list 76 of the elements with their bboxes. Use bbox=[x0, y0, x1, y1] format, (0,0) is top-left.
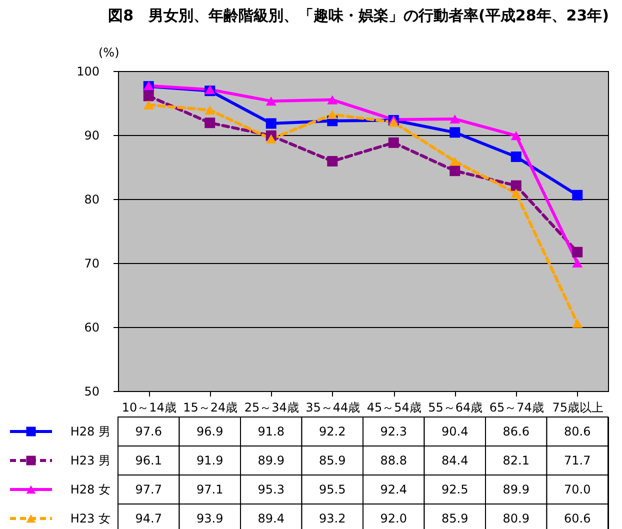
point bbox=[266, 134, 276, 144]
data-label: 93.9 bbox=[196, 512, 224, 526]
data-label: 95.5 bbox=[319, 482, 346, 496]
point bbox=[143, 90, 154, 102]
y-tick-label: 90 bbox=[84, 128, 100, 142]
point bbox=[510, 131, 522, 140]
data-label: 91.9 bbox=[196, 454, 224, 468]
point bbox=[388, 137, 399, 148]
data-label: 91.8 bbox=[258, 424, 284, 438]
y-axis-title: (%) bbox=[98, 46, 120, 60]
point bbox=[572, 318, 583, 328]
data-label: 84.4 bbox=[442, 454, 468, 468]
x-tick-label: 10～14歳 bbox=[122, 400, 176, 414]
x-tick-label: 45～54歳 bbox=[366, 400, 422, 414]
x-tick-label: 35～44歳 bbox=[306, 400, 360, 414]
data-label: 88.8 bbox=[380, 454, 407, 468]
point bbox=[450, 156, 460, 166]
point bbox=[510, 188, 522, 198]
data-label: 82.1 bbox=[502, 454, 530, 468]
data-label: 85.9 bbox=[442, 512, 468, 526]
point bbox=[572, 246, 583, 258]
data-label: 97.6 bbox=[135, 424, 162, 438]
data-label: 70.0 bbox=[564, 482, 591, 496]
y-tick-label: 70 bbox=[84, 256, 100, 270]
data-label: 71.7 bbox=[564, 454, 591, 468]
data-label: 92.5 bbox=[442, 482, 468, 496]
data-label: 96.1 bbox=[135, 454, 162, 468]
data-label: 86.6 bbox=[502, 424, 530, 438]
y-tick-label: 80 bbox=[84, 192, 100, 206]
point bbox=[204, 118, 216, 128]
data-label: 92.0 bbox=[380, 512, 407, 526]
legend-label: H28 男 bbox=[70, 424, 110, 438]
point bbox=[510, 180, 522, 191]
point bbox=[327, 156, 338, 166]
data-label: 85.9 bbox=[319, 454, 346, 468]
point bbox=[388, 118, 399, 127]
point bbox=[572, 258, 583, 268]
x-tick-label: 25～34歳 bbox=[244, 400, 299, 414]
data-label: 89.9 bbox=[502, 482, 530, 496]
data-label: 97.1 bbox=[196, 482, 224, 496]
data-label: 92.3 bbox=[380, 424, 407, 438]
data-label: 80.9 bbox=[502, 512, 530, 526]
point bbox=[572, 190, 583, 200]
data-label: 89.9 bbox=[258, 454, 284, 468]
legend-label: H23 男 bbox=[70, 454, 110, 468]
data-label: 89.4 bbox=[258, 512, 284, 526]
x-tick-label: 75歳以上 bbox=[552, 400, 604, 414]
point bbox=[204, 106, 216, 115]
legend-label: H28 女 bbox=[70, 482, 110, 496]
data-label: 96.9 bbox=[196, 424, 224, 438]
point bbox=[266, 118, 276, 129]
data-label: 92.4 bbox=[380, 482, 407, 496]
data-label: 94.7 bbox=[135, 512, 162, 526]
x-tick-label: 65～74歳 bbox=[489, 400, 544, 414]
point bbox=[450, 114, 460, 124]
y-tick-label: 100 bbox=[76, 64, 100, 78]
data-label: 60.6 bbox=[564, 512, 591, 526]
x-tick-label: 15～24歳 bbox=[183, 400, 238, 414]
data-label: 95.3 bbox=[258, 482, 284, 496]
x-tick-label: 55～64歳 bbox=[428, 400, 483, 414]
point bbox=[143, 100, 154, 110]
data-label: 92.2 bbox=[319, 424, 346, 438]
legend-label: H23 女 bbox=[70, 512, 110, 526]
data-label: 93.2 bbox=[319, 512, 346, 526]
y-tick-label: 50 bbox=[84, 384, 100, 398]
point bbox=[450, 166, 460, 176]
point bbox=[266, 96, 276, 106]
data-label: 90.4 bbox=[442, 424, 468, 438]
data-label: 80.6 bbox=[564, 424, 591, 438]
point bbox=[450, 127, 460, 138]
chart-title: 図8 男女別、年齢階級別、「趣味・娯楽」の行動者率(平成28年、23年) bbox=[108, 6, 609, 24]
point bbox=[327, 110, 338, 120]
point bbox=[510, 152, 522, 162]
data-label: 97.7 bbox=[135, 482, 162, 496]
y-tick-label: 60 bbox=[84, 320, 100, 334]
point bbox=[327, 95, 338, 104]
